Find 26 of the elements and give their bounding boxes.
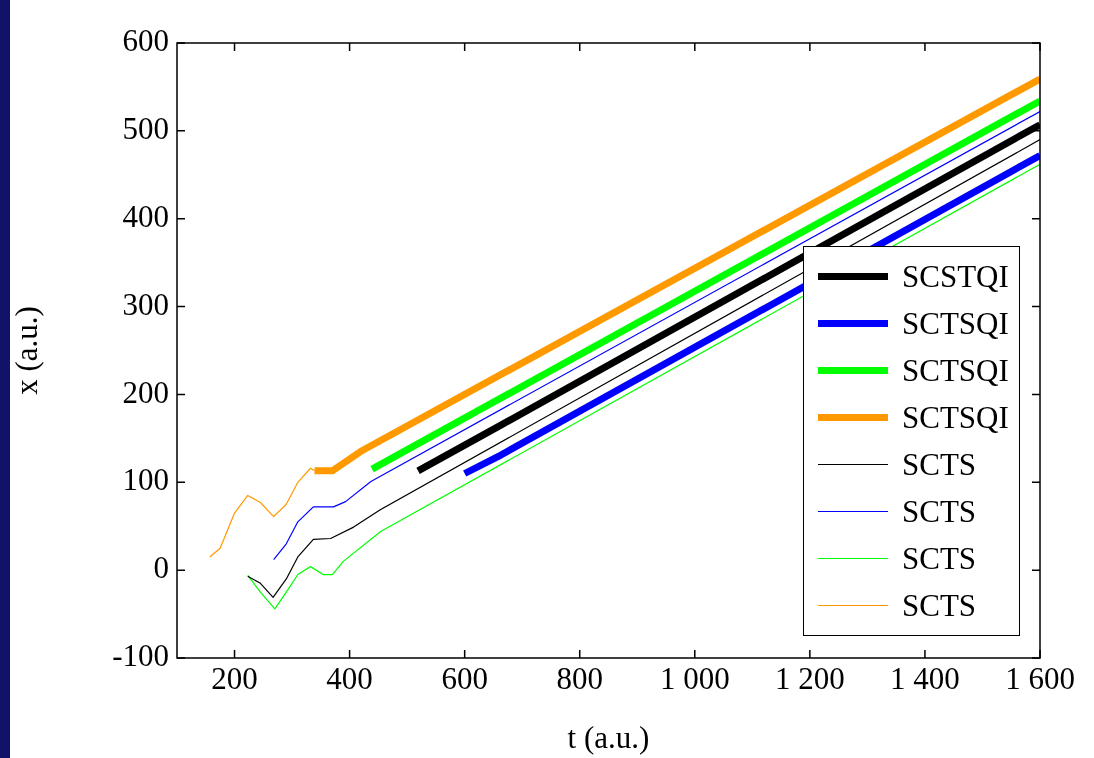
y-axis-title: x (a.u.)	[8, 306, 44, 395]
legend-label: SCTS	[902, 540, 977, 577]
legend-label: SCTSQI	[902, 399, 1009, 436]
y-tick-label: -100	[112, 638, 169, 674]
x-tick-label: 400	[326, 660, 373, 696]
x-tick-label: 1 200	[774, 660, 845, 696]
x-tick-label: 1 000	[659, 660, 730, 696]
y-tick-label: 200	[122, 374, 169, 410]
legend-label: SCTS	[902, 587, 977, 624]
x-tick-label: 1 400	[890, 660, 960, 696]
x-tick-label: 600	[441, 660, 488, 696]
legend-label: SCTSQI	[902, 305, 1009, 342]
legend-label: SCSTQI	[902, 258, 1009, 295]
x-axis-title: t (a.u.)	[567, 719, 650, 755]
y-tick-label: 600	[122, 23, 169, 59]
x-tick-label: 200	[211, 660, 258, 696]
y-tick-label: 100	[122, 462, 169, 498]
y-tick-label: 400	[122, 198, 169, 234]
y-tick-label: 300	[122, 286, 169, 322]
legend-label: SCTS	[902, 493, 977, 530]
x-tick-label: 800	[556, 660, 603, 696]
x-tick-label: 1 600	[1005, 660, 1075, 696]
legend-label: SCTSQI	[902, 352, 1009, 389]
y-tick-label: 500	[122, 111, 169, 146]
y-tick-label: 0	[153, 550, 169, 586]
legend-label: SCTS	[902, 446, 977, 483]
